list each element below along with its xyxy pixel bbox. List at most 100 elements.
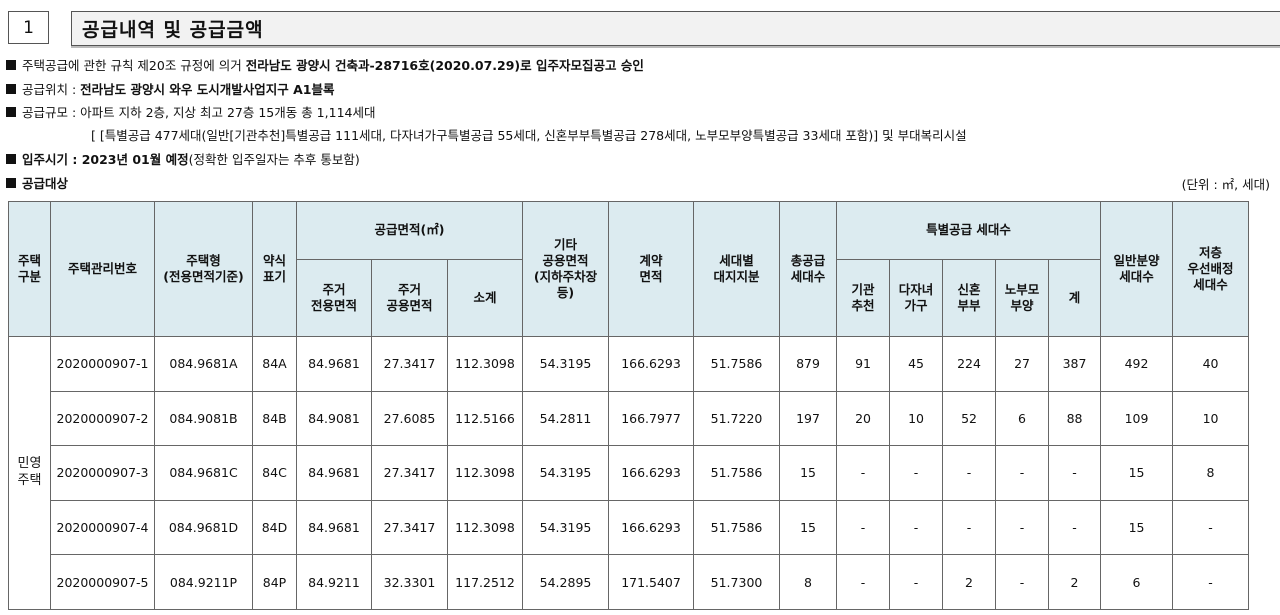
cell-low-floor: 8 bbox=[1172, 445, 1250, 501]
unit-note: (단위 : ㎡, 세대) bbox=[1181, 177, 1270, 192]
cell-institution: - bbox=[836, 554, 891, 610]
header-general: 일반분양 세대수 bbox=[1100, 201, 1174, 337]
cell-mgmt-no: 2020000907-4 bbox=[50, 499, 155, 556]
section-title: 공급내역 및 공급금액 bbox=[71, 11, 1280, 46]
cell-contract-area: 166.7977 bbox=[608, 390, 695, 447]
header-newlywed: 신혼 부부 bbox=[942, 259, 997, 337]
cell-exclusive: 84.9081 bbox=[296, 390, 372, 447]
location-label: 공급위치 : bbox=[22, 81, 81, 97]
bullet-square-icon bbox=[6, 83, 16, 94]
header-supply-area: 공급면적(㎡) bbox=[295, 201, 524, 260]
table-row: 2020000907-5 084.9211P 84P 84.9211 32.33… bbox=[9, 554, 1250, 610]
table-row: 민영 주택 2020000907-1 084.9681A 84A 84.9681… bbox=[8, 336, 1250, 610]
header-exclusive: 주거 전용면적 bbox=[296, 259, 372, 337]
cell-house-type: 084.9681D bbox=[154, 499, 253, 556]
bullet-square-icon bbox=[6, 106, 16, 117]
cell-low-floor: - bbox=[1172, 499, 1250, 556]
bullet-scale: 공급규모 : 아파트 지하 2층, 지상 최고 27층 15개동 총 1,114… bbox=[6, 102, 375, 120]
header-common: 주거 공용면적 bbox=[371, 259, 448, 337]
cell-low-floor: - bbox=[1172, 554, 1250, 610]
cell-abbr: 84C bbox=[252, 445, 297, 501]
cell-special-total: 88 bbox=[1048, 390, 1102, 447]
cell-elder: - bbox=[995, 499, 1050, 556]
cell-elder: 6 bbox=[995, 390, 1050, 447]
cell-special-total: 2 bbox=[1048, 554, 1102, 610]
cell-multi-child: - bbox=[889, 445, 944, 501]
cell-newlywed: 52 bbox=[942, 390, 997, 447]
cell-other-common: 54.3195 bbox=[522, 336, 610, 392]
cell-exclusive: 84.9681 bbox=[296, 336, 372, 392]
header-low-floor: 저층 우선배정 세대수 bbox=[1172, 201, 1250, 337]
cell-common: 32.3301 bbox=[371, 554, 448, 610]
cell-exclusive: 84.9681 bbox=[296, 499, 372, 556]
cell-land-share: 51.7220 bbox=[693, 390, 781, 447]
cell-common: 27.3417 bbox=[371, 499, 448, 556]
header-house-type: 주택형 (전용면적기준) bbox=[154, 201, 253, 337]
cell-contract-area: 171.5407 bbox=[608, 554, 695, 610]
cell-common: 27.3417 bbox=[371, 445, 448, 501]
cell-mgmt-no: 2020000907-1 bbox=[50, 336, 155, 392]
cell-subtotal: 112.3098 bbox=[446, 336, 524, 392]
header-contract-area: 계약 면적 bbox=[608, 201, 695, 337]
table-row: 2020000907-3 084.9681C 84C 84.9681 27.34… bbox=[9, 445, 1250, 501]
header-institution: 기관 추천 bbox=[836, 259, 891, 337]
cell-subtotal: 112.3098 bbox=[446, 499, 524, 556]
rule-text: 주택공급에 관한 규칙 제20조 규정에 의거 bbox=[22, 57, 246, 73]
cell-total-units: 15 bbox=[779, 445, 838, 501]
header-subtotal: 소계 bbox=[446, 259, 524, 337]
cell-special-total: - bbox=[1048, 499, 1102, 556]
bullet-square-icon bbox=[6, 177, 16, 188]
scale-detail: [ [특별공급 477세대(일반[기관추천]특별공급 111세대, 다자녀가구특… bbox=[91, 128, 967, 143]
cell-low-floor: 10 bbox=[1172, 390, 1250, 447]
cell-abbr: 84D bbox=[252, 499, 297, 556]
cell-multi-child: 45 bbox=[889, 336, 944, 392]
cell-total-units: 15 bbox=[779, 499, 838, 556]
cell-total-units: 879 bbox=[779, 336, 838, 392]
bullet-location: 공급위치 : 전라남도 광양시 와우 도시개발사업지구 A1블록 bbox=[6, 79, 334, 97]
cell-land-share: 51.7586 bbox=[693, 445, 781, 501]
bullet-target: 공급대상 bbox=[6, 173, 68, 191]
cell-common: 27.3417 bbox=[371, 336, 448, 392]
cell-other-common: 54.3195 bbox=[522, 499, 610, 556]
cell-multi-child: - bbox=[889, 554, 944, 610]
cell-elder: - bbox=[995, 554, 1050, 610]
rule-approval: 전라남도 광양시 건축과-28716호(2020.07.29)로 입주자모집공고… bbox=[245, 57, 644, 73]
group-cell: 민영 주택 bbox=[8, 336, 51, 610]
cell-other-common: 54.2895 bbox=[522, 554, 610, 610]
cell-institution: - bbox=[836, 445, 891, 501]
cell-mgmt-no: 2020000907-3 bbox=[50, 445, 155, 501]
cell-contract-area: 166.6293 bbox=[608, 445, 695, 501]
cell-house-type: 084.9081B bbox=[154, 390, 253, 447]
cell-abbr: 84P bbox=[252, 554, 297, 610]
bullet-square-icon bbox=[6, 59, 16, 70]
cell-general: 15 bbox=[1100, 445, 1174, 501]
scale-text: 공급규모 : 아파트 지하 2층, 지상 최고 27층 15개동 총 1,114… bbox=[22, 104, 376, 120]
cell-abbr: 84B bbox=[252, 390, 297, 447]
header-elder: 노부모 부양 bbox=[995, 259, 1050, 337]
cell-newlywed: 2 bbox=[942, 554, 997, 610]
cell-general: 492 bbox=[1100, 336, 1174, 392]
cell-land-share: 51.7586 bbox=[693, 499, 781, 556]
cell-exclusive: 84.9211 bbox=[296, 554, 372, 610]
header-abbr: 약식 표기 bbox=[252, 201, 297, 337]
cell-newlywed: - bbox=[942, 499, 997, 556]
header-other-common: 기타 공용면적 (지하주차장 등) bbox=[522, 201, 610, 337]
cell-newlywed: - bbox=[942, 445, 997, 501]
location-value: 전라남도 광양시 와우 도시개발사업지구 A1블록 bbox=[80, 81, 335, 97]
header-multi-child: 다자녀 가구 bbox=[889, 259, 944, 337]
cell-subtotal: 117.2512 bbox=[446, 554, 524, 610]
cell-house-type: 084.9681C bbox=[154, 445, 253, 501]
section-header: 1 공급내역 및 공급금액 bbox=[8, 11, 1280, 46]
cell-elder: - bbox=[995, 445, 1050, 501]
cell-elder: 27 bbox=[995, 336, 1050, 392]
move-in-date: 입주시기 : 2023년 01월 예정 bbox=[22, 151, 189, 167]
cell-institution: - bbox=[836, 499, 891, 556]
header-subrow: 주거 전용면적 주거 공용면적 소계 기관 추천 다자녀 가구 신혼 부부 노부… bbox=[9, 259, 1249, 337]
header-land-share: 세대별 대지지분 bbox=[693, 201, 781, 337]
cell-newlywed: 224 bbox=[942, 336, 997, 392]
header-special: 특별공급 세대수 bbox=[836, 201, 1102, 260]
cell-multi-child: 10 bbox=[889, 390, 944, 447]
cell-house-type: 084.9211P bbox=[154, 554, 253, 610]
header-special-total: 계 bbox=[1048, 259, 1102, 337]
cell-special-total: 387 bbox=[1048, 336, 1102, 392]
